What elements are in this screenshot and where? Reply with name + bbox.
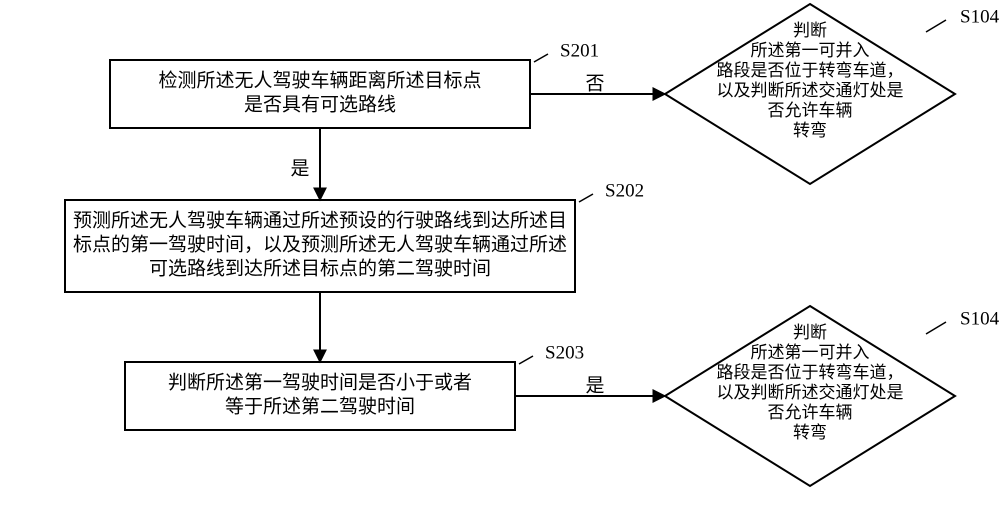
node-s104a-line-0: 判断 [793, 21, 827, 40]
node-s202-line-1: 标点的第一驾驶时间，以及预测所述无人驾驶车辆通过所述 [73, 233, 567, 255]
node-s202-line-2: 可选路线到达所述目标点的第二驾驶时间 [149, 257, 491, 279]
node-s104b-line-3: 以及判断所述交通灯处是 [717, 383, 904, 402]
node-s202-line-0: 预测所述无人驾驶车辆通过所述预设的行驶路线到达所述目 [73, 209, 567, 231]
node-s104a-line-4: 否允许车辆 [768, 101, 853, 120]
node-s104b-line-5: 转弯 [793, 423, 827, 442]
node-s104a-line-2: 路段是否位于转弯车道， [717, 61, 904, 80]
label-s203: S203 [545, 342, 584, 363]
node-s104a-line-3: 以及判断所述交通灯处是 [717, 81, 904, 100]
node-s104b-line-4: 否允许车辆 [768, 403, 853, 422]
node-s104b-line-1: 所述第一可并入 [751, 343, 870, 362]
label-s202: S202 [605, 180, 644, 201]
edge-label-0: 否 [585, 73, 604, 94]
node-s104a-line-5: 转弯 [793, 121, 827, 140]
pointer-s201 [534, 54, 548, 62]
pointer-s104b [926, 322, 946, 334]
pointer-s104a [926, 20, 946, 32]
node-s203-line-0: 判断所述第一驾驶时间是否小于或者 [168, 371, 472, 393]
node-s201-line-0: 检测所述无人驾驶车辆距离所述目标点 [158, 69, 481, 91]
label-s104b: S104 [960, 308, 1000, 329]
edge-label-1: 是 [290, 158, 309, 179]
label-s104a: S104 [960, 6, 1000, 27]
node-s201-line-1: 是否具有可选路线 [244, 93, 396, 115]
node-s104a-line-1: 所述第一可并入 [751, 41, 870, 60]
label-s201: S201 [560, 40, 599, 61]
node-s104b-line-0: 判断 [793, 323, 827, 342]
node-s104b-line-2: 路段是否位于转弯车道， [717, 363, 904, 382]
edge-label-3: 是 [585, 375, 604, 396]
node-s203-line-1: 等于所述第二驾驶时间 [225, 395, 415, 417]
pointer-s203 [519, 356, 533, 364]
pointer-s202 [579, 194, 593, 202]
